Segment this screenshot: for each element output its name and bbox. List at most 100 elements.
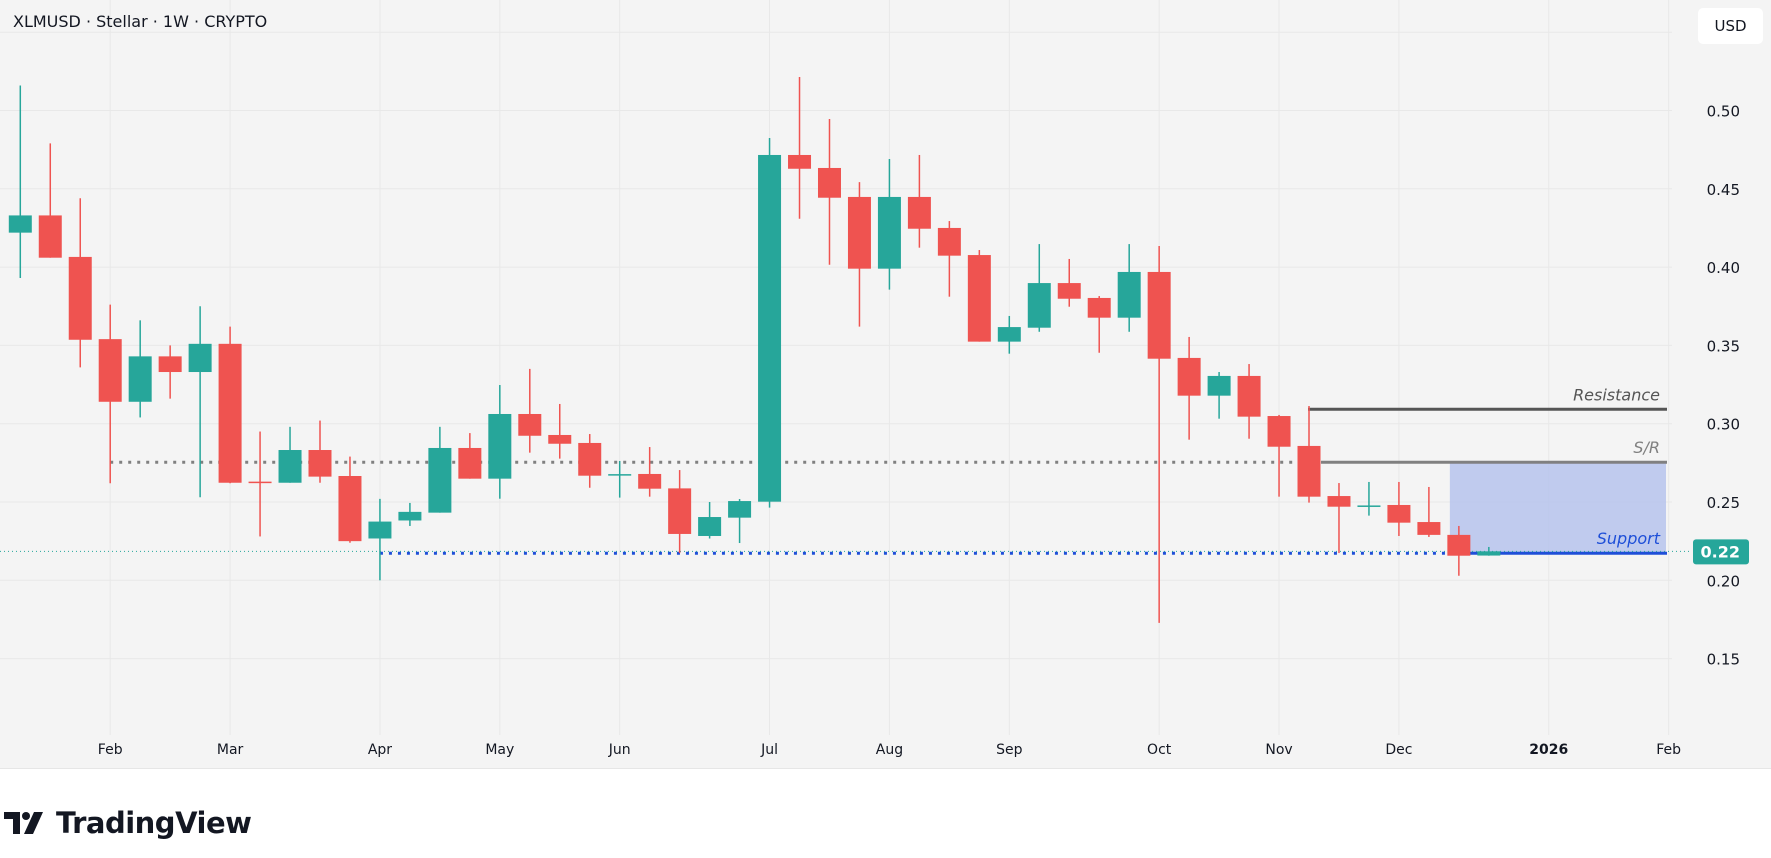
candle xyxy=(278,426,302,483)
currency-button[interactable]: USD xyxy=(1698,8,1763,44)
candle xyxy=(68,198,92,368)
candle-body xyxy=(278,450,302,483)
candle-body xyxy=(638,473,662,489)
candle xyxy=(578,434,602,488)
candle-body xyxy=(458,447,482,479)
last-price-badge xyxy=(1693,539,1749,565)
candle-body xyxy=(218,343,242,483)
candle xyxy=(1237,364,1261,439)
candle xyxy=(38,143,62,258)
candle-body xyxy=(1087,297,1111,318)
candle xyxy=(428,426,452,513)
candle-body xyxy=(338,476,362,542)
candle-body xyxy=(758,154,782,502)
candle xyxy=(518,368,542,453)
candle xyxy=(128,320,152,418)
candle-body xyxy=(8,215,32,233)
candle xyxy=(1447,525,1471,576)
candle-body xyxy=(1147,271,1171,359)
chart-area[interactable]: Resistance S/R Support 0.15 0.20 0.25 0.30 0.35… xyxy=(0,0,1771,769)
x-tick-label: Aug xyxy=(876,742,903,758)
candle-body xyxy=(548,434,572,444)
x-tick-label: Nov xyxy=(1265,742,1292,758)
candle-body xyxy=(728,501,752,518)
candle xyxy=(1117,244,1141,332)
y-tick-label: 0.25 xyxy=(1707,494,1740,512)
candle-body xyxy=(68,256,92,340)
candle xyxy=(937,221,961,297)
candle-body xyxy=(188,343,212,373)
candle-body xyxy=(128,356,152,402)
candlestick-chart[interactable]: Resistance S/R Support 0.15 0.20 0.25 0.30 0.35… xyxy=(0,0,1771,768)
candle-body xyxy=(308,450,332,477)
y-tick-label: 0.50 xyxy=(1707,103,1740,121)
target-zone xyxy=(1449,462,1666,554)
candle xyxy=(548,403,572,459)
x-tick-label: Jul xyxy=(760,742,778,758)
candle xyxy=(668,470,692,554)
candle-body xyxy=(1387,504,1411,523)
candle-body xyxy=(788,154,812,169)
candle xyxy=(817,118,841,265)
candle xyxy=(1087,296,1111,353)
candle xyxy=(488,385,512,499)
candle xyxy=(98,304,122,484)
x-tick-label: Oct xyxy=(1147,742,1172,758)
candle xyxy=(847,182,871,327)
logo-text: TradingView xyxy=(56,806,252,840)
last-price-label: 0.22 xyxy=(1701,542,1740,561)
candle xyxy=(1327,483,1351,554)
candle xyxy=(8,85,32,279)
y-tick-label: 0.15 xyxy=(1707,651,1740,669)
x-tick-label: Apr xyxy=(368,742,392,758)
candle-body xyxy=(248,481,272,484)
candle xyxy=(458,433,482,479)
candle-body xyxy=(428,447,452,513)
candle xyxy=(338,456,362,543)
candle-body xyxy=(907,196,931,229)
candle xyxy=(1207,372,1231,419)
candle xyxy=(907,154,931,248)
candle-body xyxy=(1057,283,1081,299)
candle-body xyxy=(1177,357,1201,396)
candle-body xyxy=(1297,445,1321,497)
candle-body xyxy=(368,521,392,539)
support-label: Support xyxy=(1597,529,1661,548)
candle xyxy=(158,345,182,399)
candle-body xyxy=(1207,375,1231,396)
candle-body xyxy=(1237,375,1261,417)
candle-body xyxy=(698,517,722,536)
candle-body xyxy=(817,167,841,198)
candle xyxy=(1297,406,1321,503)
candle-body xyxy=(1477,551,1501,556)
x-tick-label: Sep xyxy=(996,742,1023,758)
candle-body xyxy=(1447,534,1471,556)
x-tick-label: Jun xyxy=(608,742,631,758)
candle xyxy=(188,306,212,498)
candle-body xyxy=(488,413,512,479)
x-tick-label: May xyxy=(485,742,514,758)
candle-body xyxy=(1357,505,1381,507)
candle xyxy=(1057,258,1081,307)
candle-body xyxy=(877,196,901,269)
candle xyxy=(608,460,632,498)
y-tick-label: 0.35 xyxy=(1707,337,1740,355)
x-tick-label: Feb xyxy=(1656,742,1681,758)
x-tick-label: Feb xyxy=(98,742,123,758)
y-tick-label: 0.40 xyxy=(1707,259,1740,277)
candle-body xyxy=(518,413,542,436)
candle-body xyxy=(608,474,632,476)
y-tick-label: 0.30 xyxy=(1707,416,1740,434)
candle-body xyxy=(847,196,871,269)
candle-body xyxy=(937,227,961,256)
symbol-title: XLMUSD · Stellar · 1W · CRYPTO xyxy=(13,12,268,31)
candle-body xyxy=(668,488,692,534)
candle-body xyxy=(1117,271,1141,318)
sr-label: S/R xyxy=(1633,438,1660,457)
tradingview-logo[interactable]: TradingView xyxy=(4,806,252,840)
candle-body xyxy=(398,511,422,521)
candle xyxy=(788,76,812,219)
candle xyxy=(1387,481,1411,536)
candle xyxy=(967,250,991,342)
candle-body xyxy=(1027,283,1051,328)
